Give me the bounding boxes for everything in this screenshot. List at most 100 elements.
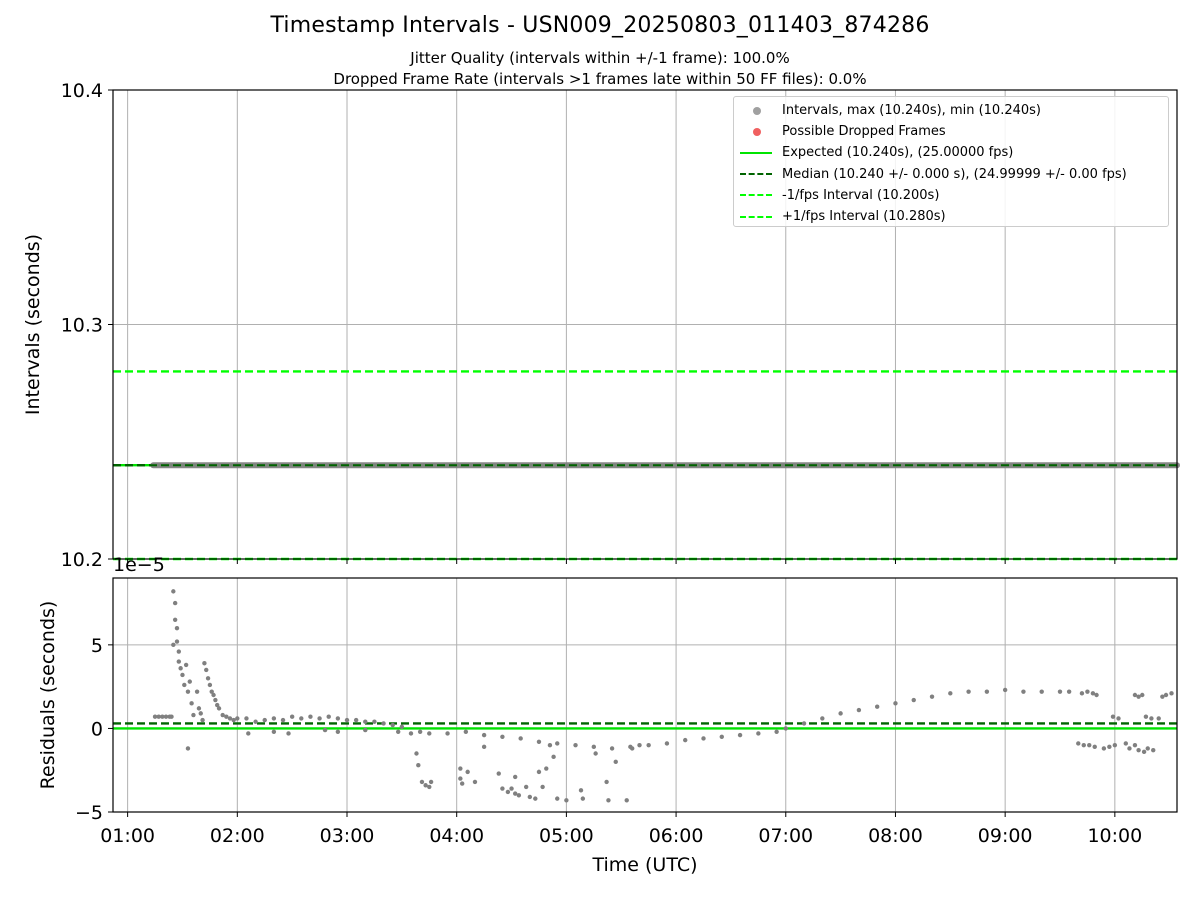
residual-point (756, 731, 761, 736)
residual-point (209, 689, 214, 694)
residual-point (423, 783, 428, 788)
residual-point (1151, 747, 1156, 753)
residual-point (213, 697, 218, 703)
residual-point (308, 714, 313, 719)
residual-point (1123, 741, 1129, 746)
residual-point (399, 724, 405, 729)
residual-point (202, 661, 207, 666)
dropped-subtitle: Dropped Frame Rate (intervals >1 frames … (333, 70, 867, 88)
residual-point (299, 716, 304, 721)
residual-point (783, 726, 788, 731)
intervals-axes-frame (112, 89, 1178, 560)
legend-label: Expected (10.240s), (25.00000 fps) (782, 145, 1014, 161)
legend-label: Median (10.240 +/- 0.000 s), (24.99999 +… (782, 166, 1127, 182)
x-tick-label: 06:00 (649, 825, 704, 847)
residual-point (481, 732, 487, 738)
residual-point (205, 676, 211, 681)
residual-point (1145, 746, 1150, 751)
residual-point (646, 742, 651, 748)
residual-point (874, 704, 880, 709)
residual-point (1039, 689, 1044, 694)
residual-point (271, 729, 277, 734)
legend-item: Intervals, max (10.240s), min (10.240s) (740, 100, 1162, 121)
residual-point (1132, 692, 1138, 698)
residual-point (417, 729, 423, 734)
residual-point (512, 791, 518, 796)
residual-point (1101, 746, 1107, 751)
x-axis-label: Time (UTC) (591, 854, 697, 876)
residual-point (196, 706, 202, 711)
residual-point (235, 716, 240, 721)
residual-point (801, 721, 807, 726)
residuals-y-axis-label: Residuals (seconds) (37, 601, 59, 790)
residual-point (637, 742, 642, 748)
residual-point (1143, 714, 1149, 719)
residual-point (1149, 716, 1154, 721)
residual-point (183, 662, 189, 668)
residual-point (187, 679, 192, 684)
residual-point (624, 798, 629, 803)
residual-point (174, 625, 180, 631)
residual-point (547, 742, 553, 748)
residual-point (1066, 689, 1072, 694)
x-tick-label: 01:00 (100, 825, 155, 847)
residual-point (593, 751, 598, 756)
residual-point (496, 771, 501, 776)
residual-point (1136, 747, 1141, 753)
residual-point (363, 727, 368, 733)
residual-point (185, 746, 191, 751)
residuals-axes-frame (112, 577, 1178, 813)
jitter-subtitle: Jitter Quality (intervals within +/-1 fr… (410, 49, 790, 67)
legend-swatch (740, 147, 772, 159)
residual-point (463, 729, 469, 734)
residual-point (536, 769, 542, 775)
x-tick-label: 10:00 (1087, 825, 1142, 847)
residual-point (555, 796, 560, 801)
residual-point (335, 716, 341, 721)
x-tick-label: 07:00 (758, 825, 813, 847)
x-tick-label: 02:00 (210, 825, 265, 847)
residual-point (171, 642, 176, 648)
residual-point (326, 714, 331, 719)
residual-point (820, 716, 825, 721)
residual-point (363, 719, 368, 724)
legend-swatch (740, 168, 772, 180)
residual-point (613, 759, 618, 765)
chart-title: Timestamp Intervals - USN009_20250803_01… (270, 13, 930, 38)
residual-point (540, 784, 545, 790)
legend-swatch (740, 126, 772, 138)
residual-point (286, 731, 291, 736)
legend-label: +1/fps Interval (10.280s) (782, 209, 946, 225)
residual-point (224, 714, 229, 719)
residual-point (580, 796, 586, 801)
residual-point (533, 796, 538, 801)
residual-point (227, 716, 233, 721)
legend-item: +1/fps Interval (10.280s) (740, 206, 1162, 227)
residual-point (1132, 742, 1138, 748)
legend-label: Intervals, max (10.240s), min (10.240s) (782, 103, 1041, 119)
residual-point (207, 682, 213, 688)
residual-point (152, 714, 158, 719)
legend-item: Possible Dropped Frames (740, 121, 1162, 142)
y-tick-label: −5 (75, 802, 103, 824)
residual-point (664, 741, 670, 746)
residual-point (573, 742, 578, 748)
residual-point (191, 712, 196, 718)
residual-point (838, 711, 843, 716)
legend-item: Expected (10.240s), (25.00000 fps) (740, 142, 1162, 163)
residual-point (156, 714, 161, 719)
residual-point (169, 714, 174, 719)
residual-point (500, 786, 505, 791)
x-tick-label: 09:00 (978, 825, 1033, 847)
residual-point (719, 734, 724, 739)
residual-point (509, 786, 514, 791)
residuals-panel: −5 0 5 01:00 02:00 03:00 04:00 05:00 06:00 07:00 0… (37, 554, 1178, 876)
residual-point (416, 763, 421, 768)
residual-point (344, 717, 350, 723)
residual-point (408, 731, 414, 736)
residual-point (1079, 691, 1085, 696)
residual-point (1141, 749, 1147, 755)
residual-point (516, 793, 522, 798)
residual-point (609, 746, 615, 751)
